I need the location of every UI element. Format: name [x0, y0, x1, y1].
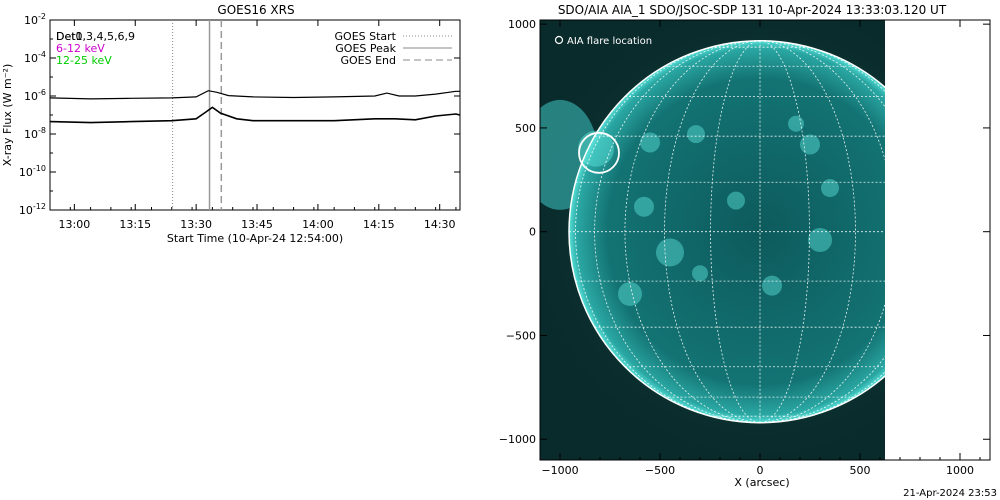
goes-x-tick-label: 13:00 — [59, 218, 91, 231]
goes-legend-label: GOES Start — [335, 30, 397, 43]
goes-event-markers — [172, 20, 223, 210]
longitude-line — [624, 40, 761, 424]
active-region — [762, 275, 782, 296]
aia-x-tick-label: −1000 — [541, 464, 578, 477]
flare-location-circle — [578, 131, 620, 174]
goes-y-tick-label: 10-12 — [19, 202, 46, 217]
longitude-line — [759, 40, 810, 424]
goes-series-line-0 — [49, 90, 460, 100]
active-region — [692, 265, 708, 282]
active-region — [640, 132, 660, 153]
goes-x-tick-label: 14:00 — [302, 218, 334, 231]
goes-energy-label: Det0 — [56, 30, 83, 43]
longitude-line — [710, 40, 761, 424]
aia-x-tick-label: 500 — [850, 464, 871, 477]
goes-x-tick-label: 13:45 — [241, 218, 273, 231]
goes-x-tick-label: 13:15 — [119, 218, 151, 231]
annotation-label: AIA flare location — [567, 36, 652, 47]
active-region — [618, 281, 642, 306]
goes-plot-frame — [49, 19, 461, 211]
aia-x-tick-label: 0 — [757, 464, 764, 477]
active-region — [656, 238, 684, 267]
aia-solar-image — [540, 20, 885, 460]
active-region — [808, 228, 832, 252]
goes-x-axis-label: Start Time (10-Apr-24 12:54:00) — [167, 232, 343, 245]
active-region — [578, 130, 614, 167]
aia-x-tick-label: 1000 — [946, 464, 974, 477]
longitude-line — [759, 40, 885, 424]
aia-y-tick-label: −500 — [506, 329, 536, 342]
goes-x-axis: 13:00 13:15 13:30 13:45 14:00 14:15 14:30 — [49, 20, 457, 231]
goes-energy-label: 12-25 keV — [56, 54, 112, 67]
goes-y-tick-label: 10-2 — [24, 12, 46, 27]
goes-flux-series — [49, 90, 461, 124]
goes-x-tick-label: 14:15 — [363, 218, 395, 231]
aia-y-axis: −1000 −500 0 500 1000 — [499, 18, 990, 446]
goes-energy-label: 6-12 keV — [56, 42, 105, 55]
active-region — [788, 115, 804, 132]
active-region — [727, 191, 745, 210]
longitude-line — [759, 40, 885, 424]
goes-y-tick-label: 10-4 — [24, 50, 46, 65]
goes-energy-label: Det1,3,4,5,6,9 — [56, 30, 135, 43]
aia-plot-frame — [539, 19, 991, 461]
goes-y-axis-label: X-ray Flux (W m⁻²) — [1, 64, 14, 166]
aia-y-tick-label: 1000 — [508, 18, 536, 31]
active-region — [800, 134, 820, 155]
goes-x-tick-label: 13:30 — [180, 218, 212, 231]
annotation-circle-icon — [554, 35, 564, 45]
aia-x-axis-label: X (arcsec) — [734, 476, 789, 489]
active-region — [821, 179, 839, 198]
heliographic-grid — [569, 40, 885, 424]
aia-chart-title: SDO/AIA AIA_1 SDO/JSOC-SDP 131 10-Apr-20… — [558, 3, 947, 17]
goes-chart-title: GOES16 XRS — [217, 3, 294, 17]
longitude-line — [759, 40, 885, 424]
longitude-line — [575, 40, 761, 424]
solar-limb-outline — [568, 40, 885, 424]
aia-image-panel: SDO/AIA AIA_1 SDO/JSOC-SDP 131 10-Apr-20… — [499, 3, 991, 489]
goes-legend-label: GOES End — [340, 54, 396, 67]
goes-xrs-panel: GOES16 XRS 13:00 13:15 13:30 13:45 14:00 14:1… — [1, 3, 461, 245]
goes-y-tick-label: 10-6 — [24, 88, 46, 103]
active-region — [634, 196, 654, 217]
goes-y-axis: 10-2 10-4 10-6 10-8 10-10 10-12 — [19, 12, 460, 217]
goes-y-tick-label: 10-8 — [24, 126, 46, 141]
goes-series-line-1 — [49, 106, 461, 124]
aia-x-axis: −1000 −500 0 500 1000 — [539, 20, 981, 477]
longitude-line — [594, 40, 761, 424]
goes-y-tick-label: 10-10 — [19, 164, 46, 179]
aia-y-tick-label: 0 — [529, 226, 536, 239]
aia-x-tick-label: −500 — [645, 464, 675, 477]
active-region — [687, 125, 705, 144]
goes-legend-label: GOES Peak — [335, 42, 396, 55]
aia-y-tick-label: −1000 — [499, 433, 536, 446]
aia-annotation: AIA flare location — [554, 35, 652, 47]
footer-timestamp: 21-Apr-2024 23:53 — [903, 488, 997, 499]
aia-y-tick-label: 500 — [515, 122, 536, 135]
goes-x-tick-label: 14:30 — [424, 218, 456, 231]
